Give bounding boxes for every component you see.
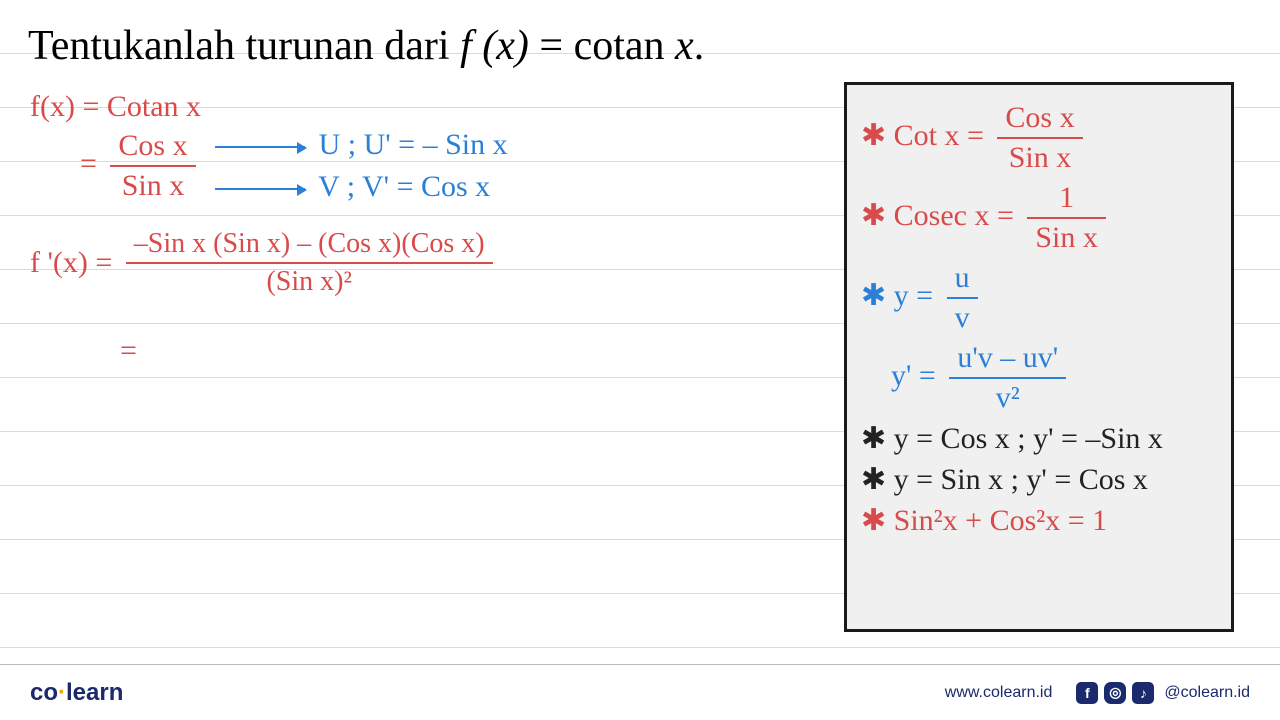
social-handle: @colearn.id <box>1164 684 1250 702</box>
logo-dot: · <box>58 679 66 706</box>
step-3: f '(x) = –Sin x (Sin x) – (Cos x)(Cos x)… <box>30 228 499 298</box>
ref-cosec: ✱ Cosec x = 1 Sin x <box>861 181 1217 255</box>
brand-logo: co·learn <box>30 679 123 707</box>
ref-cosec-frac: 1 Sin x <box>1027 181 1106 255</box>
v-annotation: V ; V' = Cos x <box>209 170 508 204</box>
step2-fraction: Cos x Sin x <box>110 129 195 203</box>
ref-y-num: u <box>947 261 978 299</box>
title-var: x <box>675 23 694 69</box>
step3-den: (Sin x)² <box>126 264 493 298</box>
v-text: V ; V' = Cos x <box>318 170 490 203</box>
step-2: = Cos x Sin x U ; U' = – Sin x V ; V' = … <box>80 128 508 204</box>
u-annotation: U ; U' = – Sin x <box>209 128 508 162</box>
step2-eq: = <box>80 147 97 180</box>
step2-num: Cos x <box>110 129 195 167</box>
step4-eq: = <box>120 334 137 367</box>
ref-cot: ✱ Cot x = Cos x Sin x <box>861 101 1217 175</box>
ref-cosec-num: 1 <box>1027 181 1106 219</box>
step1-rhs: Cotan x <box>107 90 201 123</box>
ref-cosec-lhs: ✱ Cosec x = <box>861 199 1021 232</box>
ref-cot-den: Sin x <box>997 139 1082 175</box>
step3-fraction: –Sin x (Sin x) – (Cos x)(Cos x) (Sin x)² <box>126 228 493 298</box>
tiktok-icon: ♪ <box>1132 682 1154 704</box>
ref-yp-lhs: y' = <box>891 359 943 392</box>
arrow-icon <box>215 188 305 190</box>
ref-cot-frac: Cos x Sin x <box>997 101 1082 175</box>
ref-yp-num: u'v – uv' <box>949 341 1066 379</box>
uv-annotations: U ; U' = – Sin x V ; V' = Cos x <box>209 128 508 204</box>
step1-lhs: f(x) = <box>30 90 107 123</box>
ref-deriv-sin: ✱ y = Sin x ; y' = Cos x <box>861 462 1217 497</box>
instagram-icon: ◎ <box>1104 682 1126 704</box>
logo-co: co <box>30 679 58 706</box>
title-func: f (x) <box>460 23 529 69</box>
step3-num: –Sin x (Sin x) – (Cos x)(Cos x) <box>126 228 493 264</box>
footer: co·learn www.colearn.id f ◎ ♪ @colearn.i… <box>0 664 1280 720</box>
ref-cot-lhs: ✱ Cot x = <box>861 119 991 152</box>
social-icons: f ◎ ♪ @colearn.id <box>1076 682 1250 704</box>
step2-den: Sin x <box>110 167 195 203</box>
u-text: U ; U' = – Sin x <box>319 128 508 161</box>
ref-yp-den: v² <box>949 379 1066 415</box>
ref-y-lhs: ✱ y = <box>861 279 941 312</box>
title-prefix: Tentukanlah turunan dari <box>28 23 460 69</box>
arrow-icon <box>215 146 305 148</box>
logo-learn: learn <box>66 679 123 706</box>
step-1: f(x) = Cotan x <box>30 90 201 124</box>
ref-cosec-den: Sin x <box>1027 219 1106 255</box>
ref-quotient-yprime: y' = u'v – uv' v² <box>861 341 1217 415</box>
ref-y-frac: u v <box>947 261 978 335</box>
facebook-icon: f <box>1076 682 1098 704</box>
ref-y-den: v <box>947 299 978 335</box>
footer-url: www.colearn.id <box>945 684 1053 702</box>
ref-yp-frac: u'v – uv' v² <box>949 341 1066 415</box>
problem-title: Tentukanlah turunan dari f (x) = cotan x… <box>28 22 704 70</box>
ref-quotient-y: ✱ y = u v <box>861 261 1217 335</box>
title-eq: = cotan <box>529 23 675 69</box>
ref-deriv-cos: ✱ y = Cos x ; y' = –Sin x <box>861 421 1217 456</box>
step3-lhs: f '(x) = <box>30 246 120 279</box>
ref-cot-num: Cos x <box>997 101 1082 139</box>
title-period: . <box>694 23 705 69</box>
ref-pythag: ✱ Sin²x + Cos²x = 1 <box>861 503 1217 538</box>
step-4: = <box>120 334 137 368</box>
reference-box: ✱ Cot x = Cos x Sin x ✱ Cosec x = 1 Sin … <box>844 82 1234 632</box>
